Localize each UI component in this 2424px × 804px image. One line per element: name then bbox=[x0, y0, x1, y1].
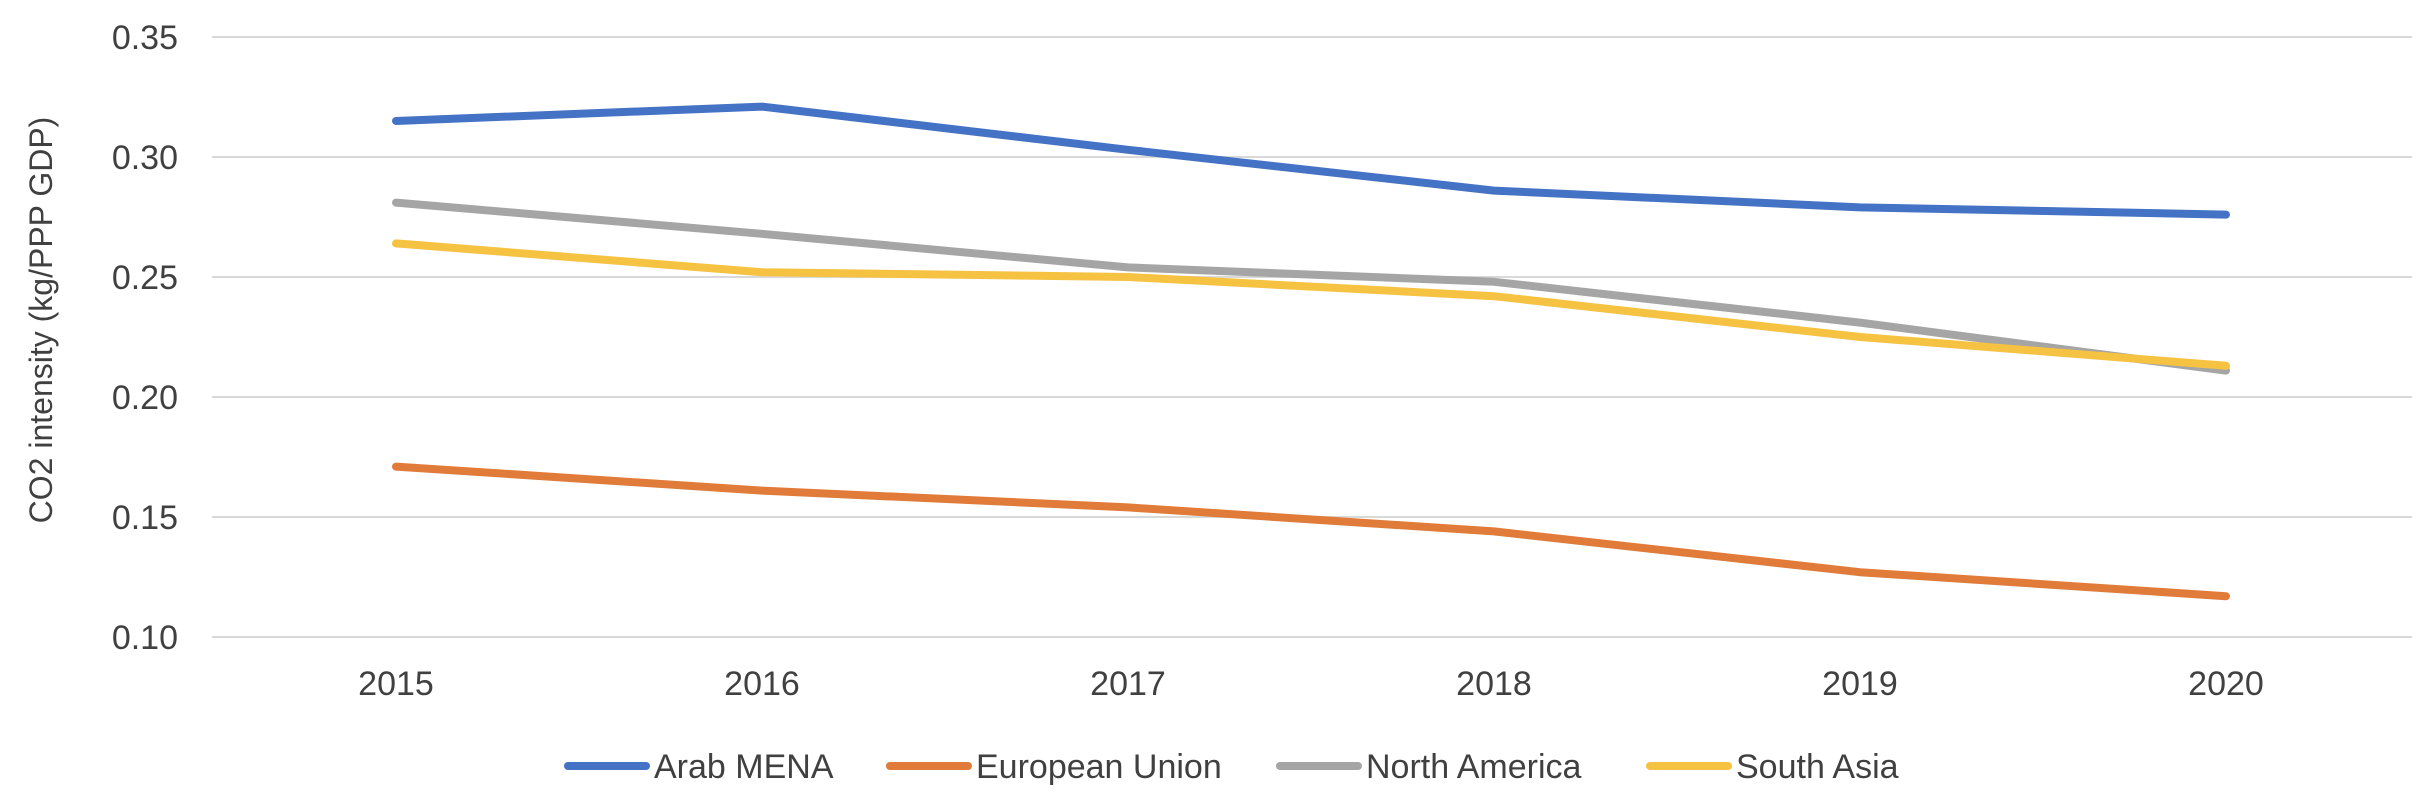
series-lines bbox=[392, 102, 2230, 601]
y-axis-title: CO2 intensity (kg/PPP GDP) bbox=[23, 117, 59, 524]
legend-item: North America bbox=[1276, 748, 1581, 786]
legend-label: South Asia bbox=[1736, 748, 1899, 786]
y-tick-label: 0.20 bbox=[112, 379, 178, 417]
series-line-arab-mena bbox=[392, 102, 2230, 219]
series-line-north-america bbox=[392, 198, 2230, 375]
legend: Arab MENA European Union North America Sout… bbox=[564, 748, 1899, 786]
x-axis-ticks: 2015 2016 2017 2018 2019 2020 bbox=[358, 665, 2264, 703]
series-line-south-asia bbox=[392, 239, 2230, 370]
x-tick-label: 2017 bbox=[1090, 665, 1166, 703]
legend-label: Arab MENA bbox=[654, 748, 834, 786]
y-axis-ticks: 0.10 0.15 0.20 0.25 0.30 0.35 bbox=[112, 19, 178, 657]
x-tick-label: 2016 bbox=[724, 665, 800, 703]
y-tick-label: 0.10 bbox=[112, 619, 178, 657]
x-tick-label: 2015 bbox=[358, 665, 434, 703]
x-tick-label: 2018 bbox=[1456, 665, 1532, 703]
legend-item: South Asia bbox=[1646, 748, 1899, 786]
legend-label: European Union bbox=[976, 748, 1222, 786]
legend-label: North America bbox=[1366, 748, 1581, 786]
legend-item: European Union bbox=[886, 748, 1222, 786]
series-line-european-union bbox=[392, 462, 2230, 601]
y-tick-label: 0.35 bbox=[112, 19, 178, 57]
x-tick-label: 2019 bbox=[1822, 665, 1898, 703]
gridlines bbox=[212, 36, 2412, 638]
y-tick-label: 0.30 bbox=[112, 139, 178, 177]
legend-item: Arab MENA bbox=[564, 748, 834, 786]
y-tick-label: 0.15 bbox=[112, 499, 178, 537]
y-tick-label: 0.25 bbox=[112, 259, 178, 297]
x-tick-label: 2020 bbox=[2188, 665, 2264, 703]
